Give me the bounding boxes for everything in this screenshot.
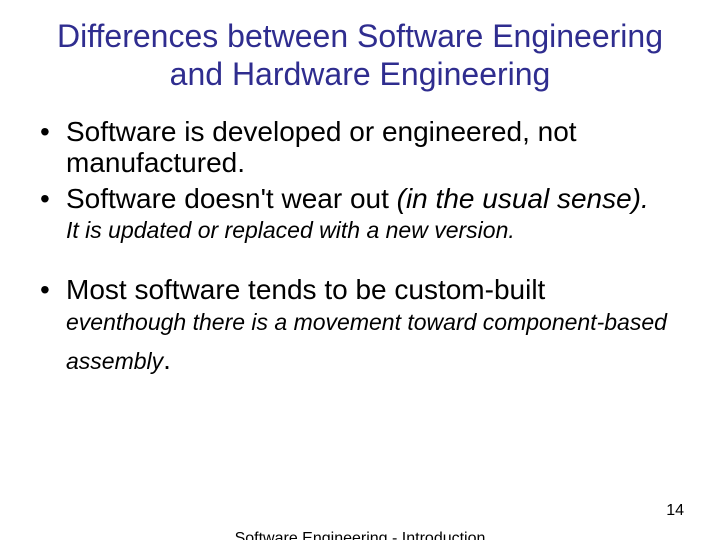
slide: Differences between Software Engineering… [0, 0, 720, 540]
bullet-list: Most software tends to be custom-built e… [34, 274, 690, 380]
bullet-subtext-span: eventhough there is a movement toward co… [66, 309, 667, 373]
spacer [30, 248, 690, 274]
footer-center-text: Software Engineering - Introduction [235, 530, 486, 540]
bullet-subtext-period: . [163, 344, 171, 375]
bullet-item: Software is developed or engineered, not… [62, 116, 690, 180]
bullet-item: Most software tends to be custom-built e… [62, 274, 690, 380]
footer-page-number: 14 [666, 502, 684, 520]
bullet-subtext: It is updated or replaced with a new ver… [66, 217, 690, 244]
bullet-text: Software is developed or engineered, not… [66, 116, 577, 179]
bullet-subtext: eventhough there is a movement toward co… [66, 306, 690, 380]
bullet-text-italic: (in the usual sense). [397, 183, 649, 214]
bullet-text: Software doesn't wear out [66, 183, 397, 214]
bullet-item: Software doesn't wear out (in the usual … [62, 183, 690, 244]
bullet-list: Software is developed or engineered, not… [34, 116, 690, 245]
slide-title: Differences between Software Engineering… [30, 18, 690, 94]
slide-body: Software is developed or engineered, not… [30, 116, 690, 381]
bullet-text: Most software tends to be custom-built [66, 274, 545, 305]
